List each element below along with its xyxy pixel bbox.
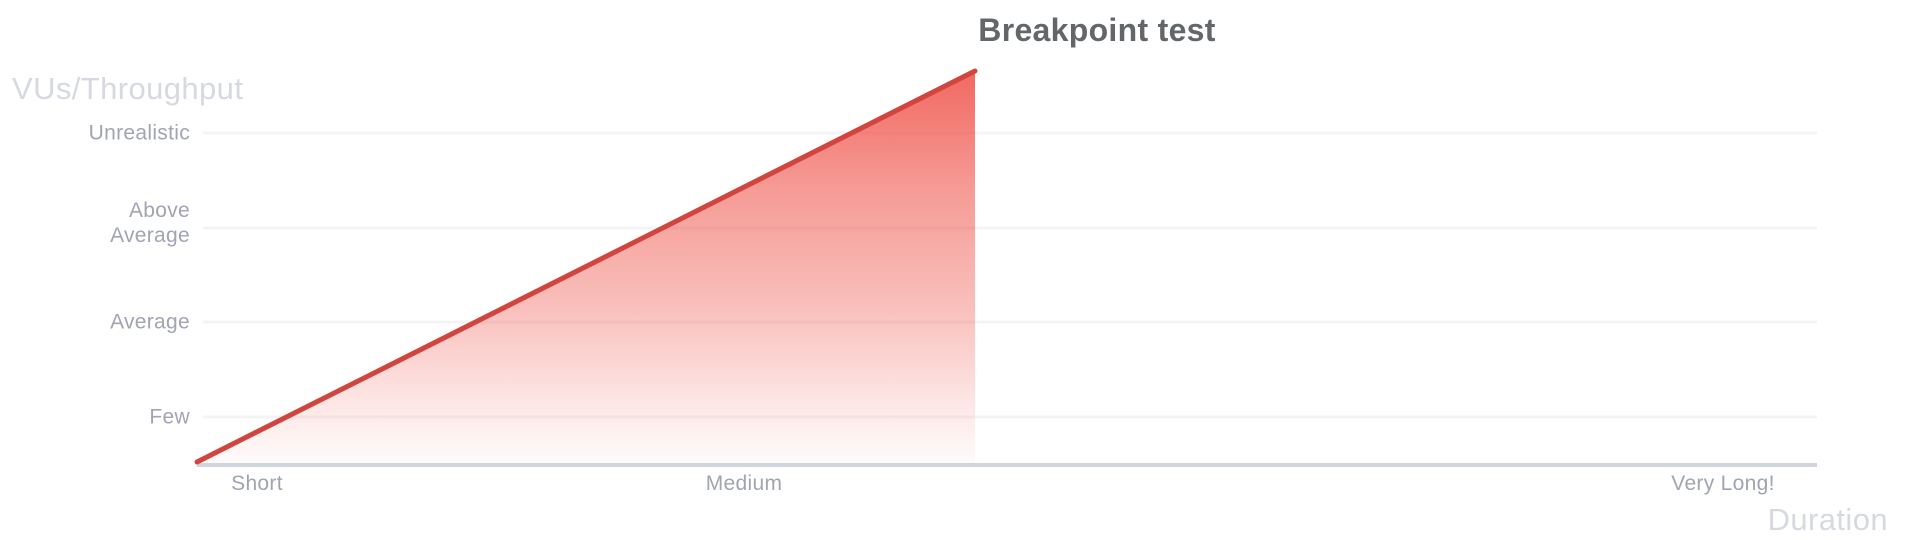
x-tick-medium: Medium	[705, 472, 783, 495]
y-tick-above-average: Above Average	[110, 199, 190, 247]
y-axis-title: VUs/Throughput	[12, 71, 244, 106]
axis-group	[194, 68, 1817, 467]
chart-title: Breakpoint test	[978, 12, 1216, 48]
y-tick-few: Few	[149, 405, 190, 429]
ramp-line	[194, 68, 978, 465]
x-tick-short: Short	[231, 472, 283, 495]
x-tick-very-long: Very Long!	[1671, 472, 1775, 495]
y-tick-average: Average	[110, 310, 190, 334]
y-tick-unrealistic: Unrealistic	[88, 121, 190, 145]
x-axis-title: Duration	[1767, 502, 1888, 537]
